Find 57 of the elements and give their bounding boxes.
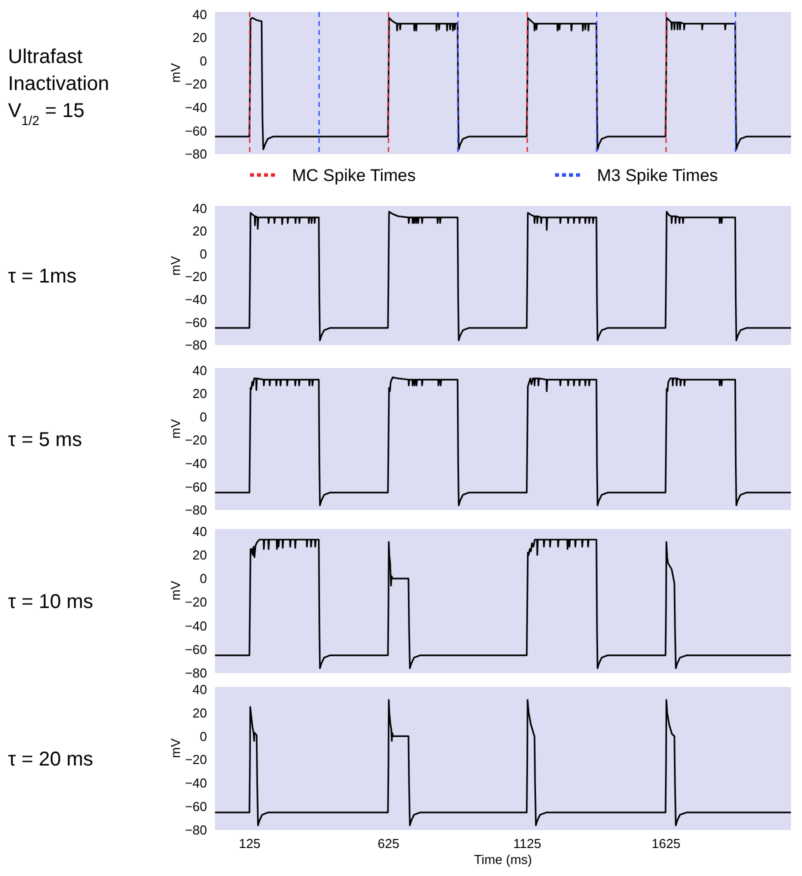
y-tick-label: 20	[192, 30, 207, 46]
y-tick-label: −60	[184, 799, 207, 814]
y-tick-label: 20	[192, 548, 207, 563]
y-tick-label: −60	[184, 314, 207, 330]
y-tick-label: 20	[192, 386, 207, 402]
y-tick-label: 40	[192, 200, 207, 216]
y-tick-label: −40	[184, 618, 207, 634]
y-tick-label: 0	[200, 53, 207, 68]
legend-label: M3 Spike Times	[597, 166, 718, 185]
y-tick-label: 20	[192, 705, 207, 720]
y-axis-title: mV	[168, 256, 183, 276]
y-tick-label: −80	[184, 822, 207, 838]
y-tick-label: −40	[184, 292, 207, 307]
y-tick-label: −20	[184, 432, 207, 448]
x-tick-label: 1125	[513, 836, 542, 851]
text: τ = 5 ms	[8, 429, 82, 451]
y-tick-label: −20	[184, 269, 207, 284]
text: τ = 20 ms	[8, 748, 94, 770]
line-series	[214, 17, 792, 150]
line-series	[214, 699, 792, 826]
text: Ultrafast Inactivation V$_{1/2}$ = 15	[8, 46, 110, 128]
y-tick-label: 40	[192, 682, 207, 697]
line-series	[214, 376, 792, 506]
x-tick-label: 125	[238, 836, 261, 851]
x-axis-title: Time (ms)	[474, 852, 532, 867]
x-tick-label: 1625	[652, 836, 681, 851]
y-tick-label: −60	[184, 123, 207, 138]
y-tick-label: 40	[192, 6, 207, 22]
text: τ = 1ms	[8, 266, 76, 288]
y-tick-label: −80	[184, 146, 207, 162]
y-tick-label: −20	[184, 594, 207, 610]
y-axis-title: mV	[168, 738, 183, 758]
y-tick-label: 0	[200, 246, 207, 262]
y-tick-label: 0	[200, 728, 207, 744]
y-tick-label: −80	[184, 666, 207, 681]
y-tick-label: 40	[192, 524, 207, 539]
y-tick-label: −40	[184, 100, 207, 115]
y-tick-label: −60	[184, 642, 207, 657]
text: τ = 10 ms	[8, 591, 94, 613]
y-tick-label: −40	[184, 456, 207, 471]
y-tick-label: −80	[184, 338, 207, 353]
y-tick-label: −20	[184, 752, 207, 768]
y-tick-label: −20	[184, 76, 207, 92]
y-tick-label: 20	[192, 224, 207, 239]
y-tick-label: −40	[184, 776, 207, 791]
y-tick-label: −80	[184, 502, 207, 518]
y-tick-label: 0	[200, 409, 207, 424]
legend-label: MC Spike Times	[292, 166, 416, 185]
y-axis-title: mV	[168, 62, 183, 83]
y-tick-label: 0	[200, 571, 207, 586]
y-axis-title: mV	[168, 418, 183, 439]
y-tick-label: 40	[192, 362, 207, 378]
line-series	[214, 538, 792, 670]
line-series	[214, 210, 792, 342]
y-tick-label: −60	[184, 479, 207, 494]
x-tick-label: 625	[378, 836, 400, 851]
y-axis-title: mV	[168, 580, 183, 600]
